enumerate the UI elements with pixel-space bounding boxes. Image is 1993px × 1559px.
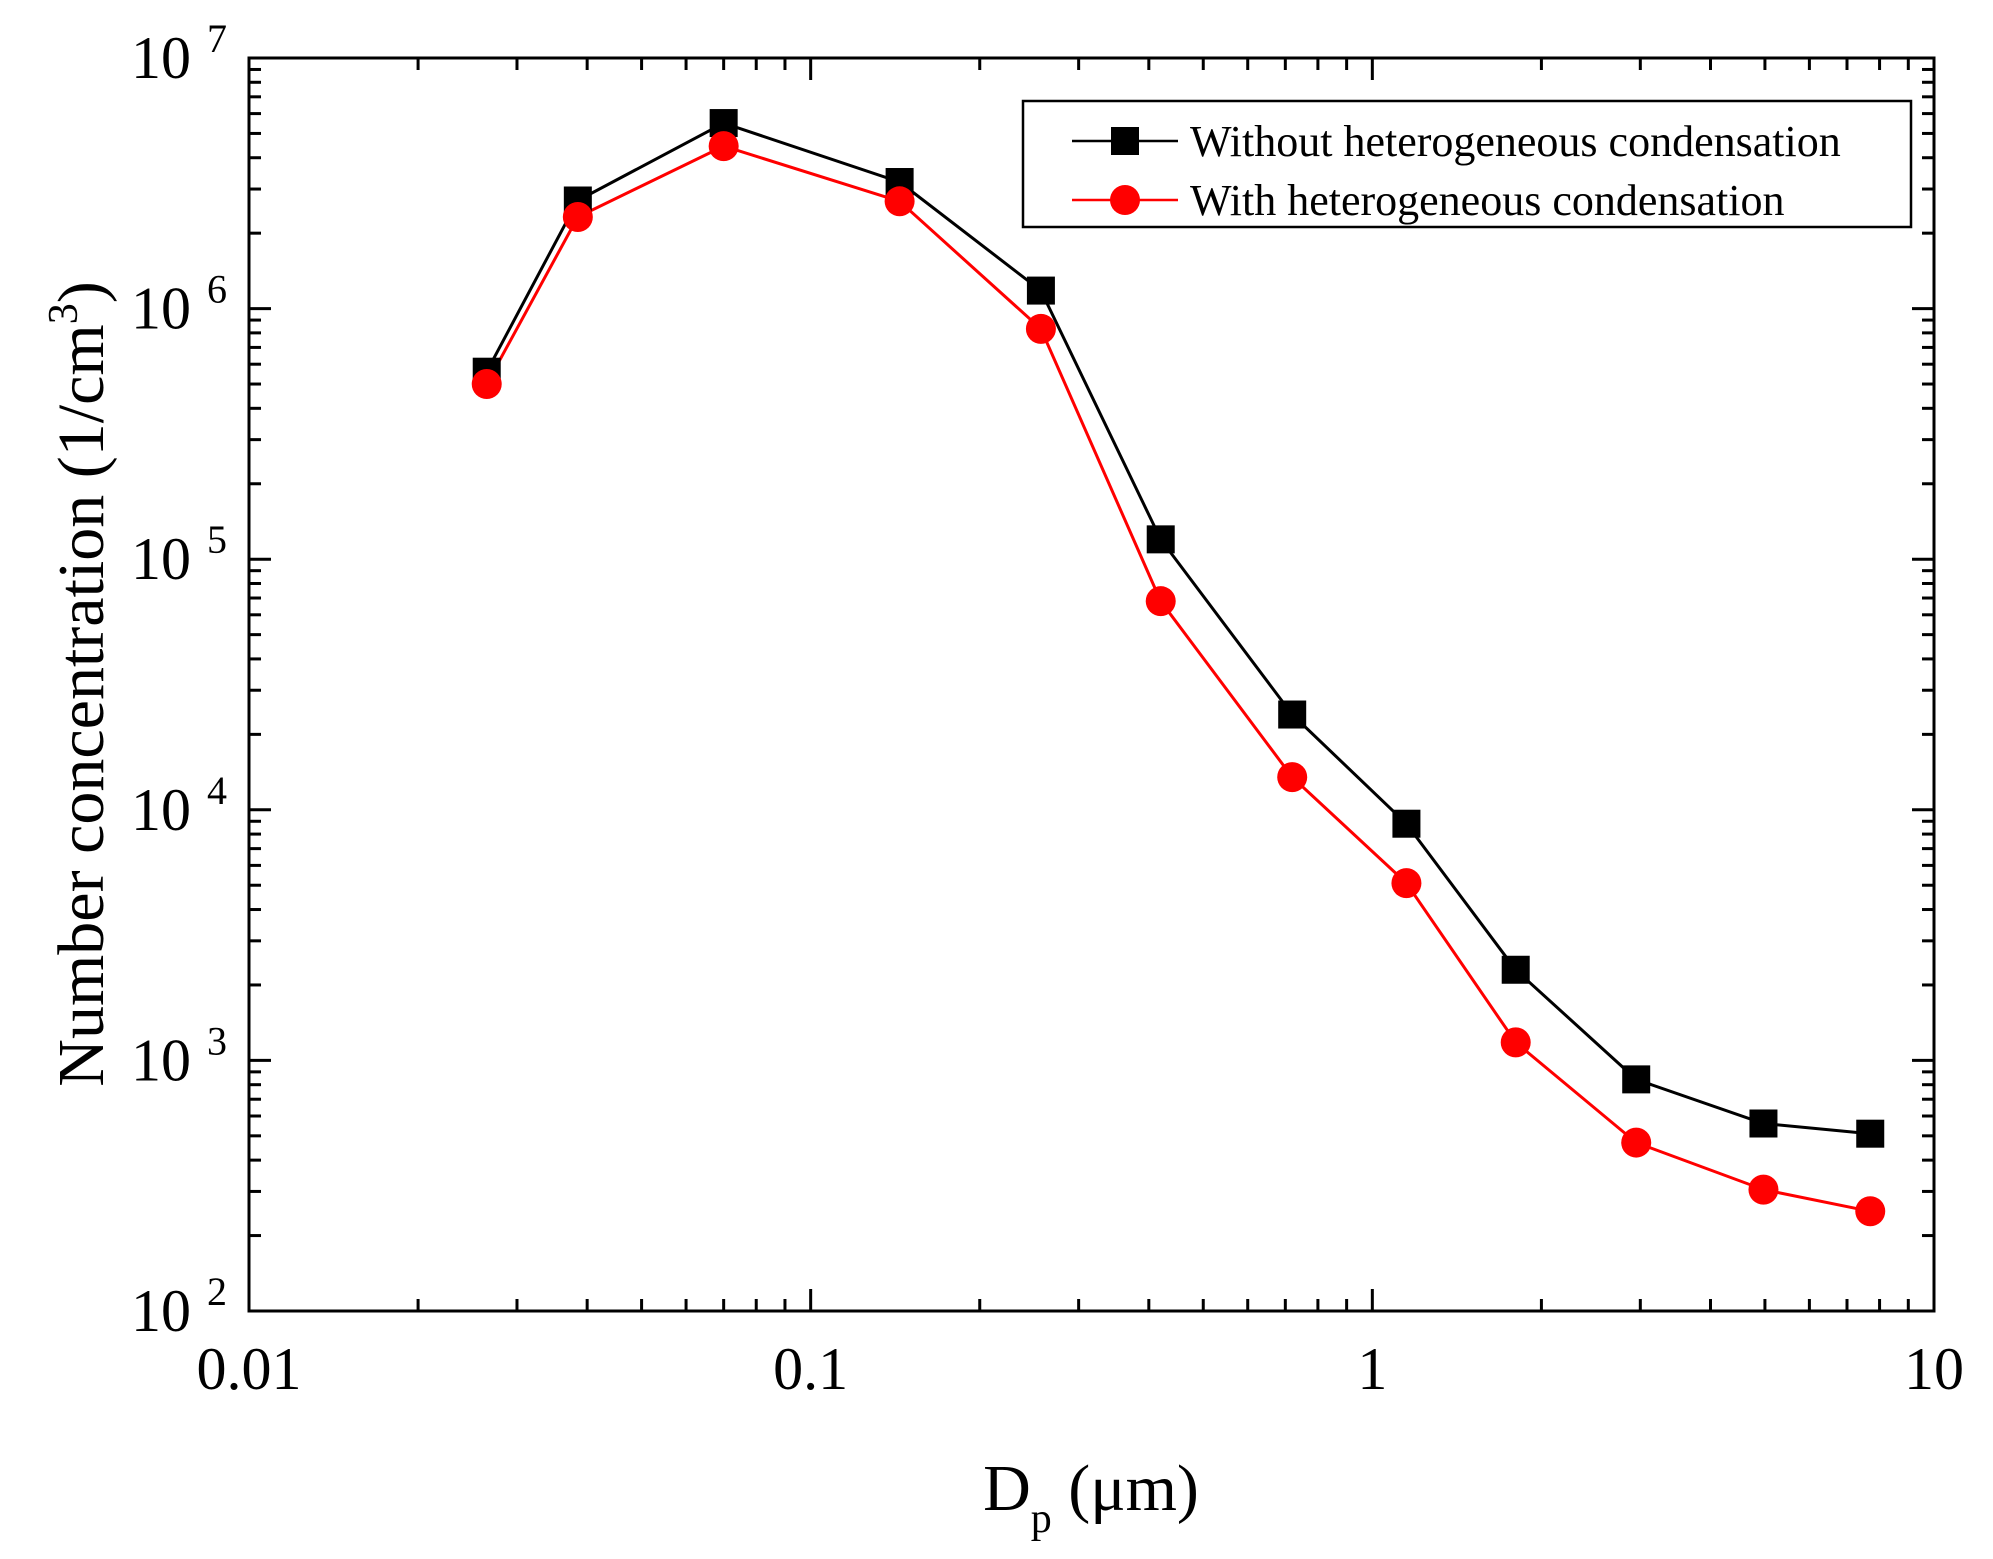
data-point-square	[1392, 809, 1421, 838]
data-point-circle	[1748, 1174, 1779, 1205]
y-tick-label: 10	[131, 777, 191, 843]
data-point-square	[1501, 955, 1530, 984]
y-tick-exponent: 5	[207, 517, 227, 562]
data-point-circle	[1855, 1196, 1886, 1227]
data-point-circle	[1145, 586, 1176, 617]
data-point-circle	[471, 369, 502, 400]
data-point-square	[1749, 1109, 1778, 1138]
y-tick-label: 10	[131, 1027, 191, 1093]
y-tick-exponent: 2	[207, 1269, 227, 1314]
data-point-circle	[1621, 1127, 1652, 1158]
data-point-circle	[562, 202, 593, 233]
y-tick-label: 10	[131, 276, 191, 342]
series-line-1	[485, 144, 1871, 1213]
data-point-circle	[708, 131, 739, 162]
axis-ticks	[247, 58, 1934, 1313]
x-axis-title: Dp (μm)	[983, 1452, 1199, 1542]
plot-area	[247, 56, 1936, 1313]
legend-marker-with	[1110, 185, 1140, 215]
y-tick-label: 10	[131, 526, 191, 592]
series-markers	[471, 109, 1886, 1227]
tick-labels: 0.01 0.1 1 10 10 2 10 3 10 4 10 5 10 6 10 7	[131, 16, 1964, 1402]
data-point-square	[1026, 276, 1055, 305]
legend-label-with: With heterogeneous condensation	[1190, 176, 1785, 225]
y-tick-exponent: 3	[207, 1018, 227, 1063]
series-lines	[485, 121, 1871, 1213]
data-point-circle	[1500, 1027, 1531, 1058]
data-point-circle	[1277, 762, 1308, 793]
data-point-square	[1856, 1119, 1885, 1148]
data-point-square	[1622, 1065, 1651, 1094]
legend-box	[1021, 99, 1913, 229]
legend: Without heterogeneous condensation With …	[1021, 99, 1913, 229]
data-point-circle	[1025, 313, 1056, 344]
y-tick-exponent: 7	[207, 16, 227, 61]
x-tick-label: 0.01	[197, 1336, 302, 1402]
y-tick-exponent: 4	[207, 768, 227, 813]
x-tick-label: 0.1	[773, 1336, 848, 1402]
legend-label-without: Without heterogeneous condensation	[1190, 117, 1841, 166]
y-axis-title: Number concentration (1/cm3)	[41, 281, 118, 1086]
x-tick-label: 10	[1904, 1336, 1964, 1402]
data-point-square	[1146, 525, 1175, 554]
data-point-square	[1278, 700, 1307, 729]
data-point-circle	[1391, 868, 1422, 899]
y-tick-label: 10	[131, 25, 191, 91]
data-point-circle	[884, 186, 915, 217]
legend-marker-without	[1111, 127, 1139, 155]
y-tick-label: 10	[131, 1278, 191, 1344]
series-line-0	[485, 121, 1871, 1136]
x-tick-label: 1	[1357, 1336, 1387, 1402]
y-tick-exponent: 6	[207, 267, 227, 312]
